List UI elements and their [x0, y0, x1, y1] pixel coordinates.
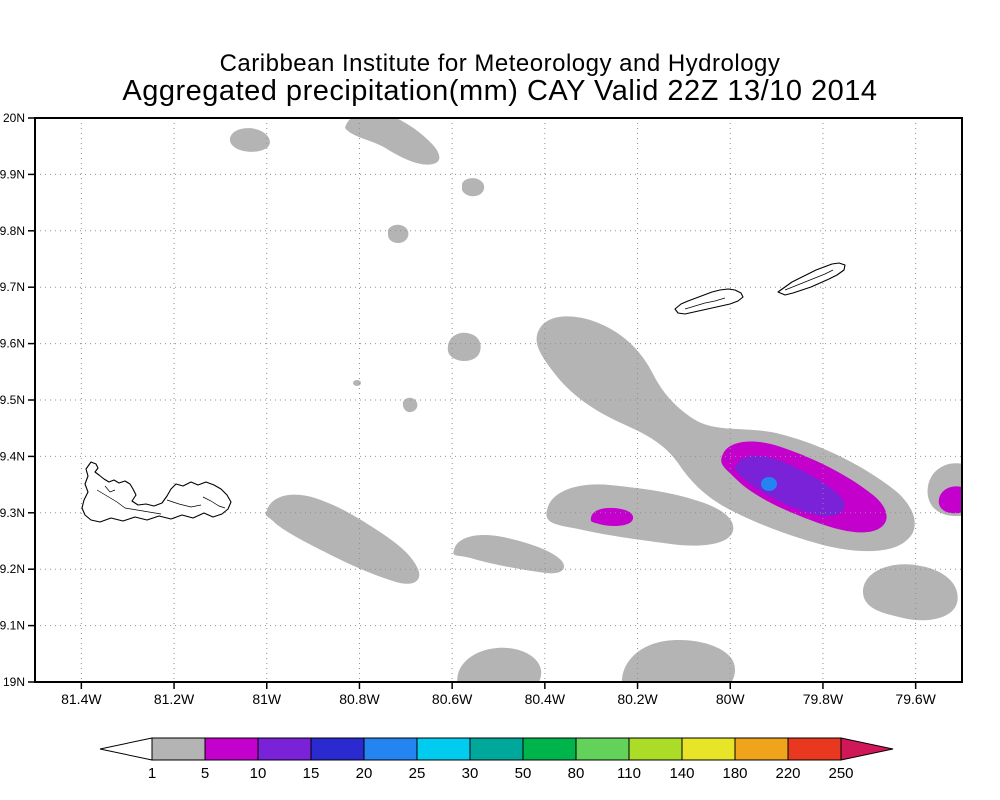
colorbar-label: 140	[669, 765, 694, 782]
title-plot: Aggregated precipitation(mm) CAY Valid 2…	[122, 75, 878, 107]
colorbar-label: 10	[250, 765, 267, 782]
y-tick-label: 19.4N	[0, 449, 25, 463]
colorbar-label: 15	[303, 765, 320, 782]
y-tick-label: 19.5N	[0, 393, 25, 407]
colorbar-label: 30	[462, 765, 479, 782]
precip-region-1-5mm	[229, 128, 270, 152]
y-tick-label: 19.3N	[0, 506, 25, 520]
colorbar-label: 250	[828, 765, 853, 782]
colorbar-label: 80	[568, 765, 585, 782]
coastline-grand-cayman	[81, 461, 232, 523]
precip-regions	[229, 118, 962, 682]
coastlines	[81, 262, 846, 523]
coastline-cayman-brac	[777, 262, 846, 296]
grid-lines	[35, 118, 962, 682]
y-tick-label: 19.7N	[0, 280, 25, 294]
y-tick-label: 19.6N	[0, 337, 25, 351]
coast-detail-grand-cayman	[96, 489, 126, 509]
x-tick-label: 79.6W	[895, 691, 936, 707]
precip-region-1-5mm	[862, 564, 958, 621]
colorbar-arrow-left	[99, 737, 153, 761]
colorbar-label: 25	[409, 765, 426, 782]
precip-region-5-10mm	[590, 507, 634, 527]
x-tick-label: 79.8W	[803, 691, 844, 707]
x-tick-label: 81.2W	[154, 691, 195, 707]
x-tick-label: 80.2W	[617, 691, 658, 707]
x-tick-label: 81.4W	[61, 691, 102, 707]
colorbar-segment	[257, 737, 312, 761]
precip-region-1-5mm	[457, 647, 542, 682]
precip-region-1-5mm	[388, 224, 409, 244]
coast-detail-grand-cayman	[124, 507, 162, 515]
precip-region-1-5mm	[265, 494, 420, 584]
colorbar-segment	[787, 737, 842, 761]
y-tick-label: 19.2N	[0, 562, 25, 576]
precip-region-1-5mm	[546, 484, 734, 546]
precip-region-5-10mm	[938, 486, 962, 514]
colorbar-label: 110	[617, 765, 641, 782]
precip-region-1-5mm	[353, 380, 361, 386]
colorbar-segment	[469, 737, 524, 761]
colorbar-label: 220	[775, 765, 800, 782]
colorbar-label: 5	[201, 765, 209, 782]
colorbar-segment	[204, 737, 259, 761]
colorbar-label: 1	[148, 765, 156, 782]
y-tick-label: 19N	[3, 675, 25, 689]
colorbar-segment	[734, 737, 789, 761]
precip-region-1-5mm	[402, 397, 418, 413]
coast-detail-cayman-brac	[784, 269, 834, 291]
precip-region-1-5mm	[447, 332, 481, 362]
map-border	[34, 117, 963, 683]
colorbar-label: 180	[722, 765, 747, 782]
y-tick-label: 19.9N	[0, 167, 25, 181]
precip-region-1-5mm	[345, 118, 440, 165]
y-tick-label: 20N	[3, 111, 25, 125]
colorbar-segment	[522, 737, 577, 761]
colorbar-label: 50	[515, 765, 532, 782]
colorbar-label: 20	[356, 765, 373, 782]
map-canvas	[35, 118, 962, 682]
precip-region-10-15mm	[734, 455, 845, 517]
y-tick-label: 19.8N	[0, 224, 25, 238]
colorbar-segment	[628, 737, 683, 761]
coast-detail-grand-cayman	[202, 496, 226, 509]
x-tick-label: 80.8W	[339, 691, 380, 707]
precip-region-20-25mm	[761, 477, 777, 491]
x-tick-label: 81W	[252, 691, 282, 707]
precip-region-1-5mm	[462, 178, 485, 197]
coastline-little-cayman	[674, 288, 744, 315]
colorbar-arrow-right	[840, 737, 894, 761]
colorbar: 1 5 10 15 20 25 30 50 80 110 140 180 220 250	[99, 737, 894, 782]
colorbar-segment	[681, 737, 736, 761]
colorbar-segment	[416, 737, 471, 761]
colorbar-segment	[363, 737, 418, 761]
coast-detail-little-cayman	[684, 297, 726, 310]
x-tick-label: 80W	[716, 691, 746, 707]
colorbar-segment	[310, 737, 365, 761]
coast-detail-grand-cayman	[166, 499, 202, 508]
precip-region-1-5mm	[453, 534, 565, 574]
colorbar-segment	[575, 737, 630, 761]
x-tick-label: 80.6W	[432, 691, 473, 707]
coast-detail-grand-cayman	[104, 485, 116, 493]
colorbar-segment	[151, 737, 206, 761]
x-tick-label: 80.4W	[525, 691, 566, 707]
title-institution: Caribbean Institute for Meteorology and …	[219, 50, 781, 77]
y-tick-label: 19.1N	[0, 619, 25, 633]
axes: 81.4W 81.2W 81W 80.8W 80.6W 80.4W 80.2W 80W 79.8…	[0, 111, 937, 707]
precip-region-1-5mm	[622, 640, 735, 682]
